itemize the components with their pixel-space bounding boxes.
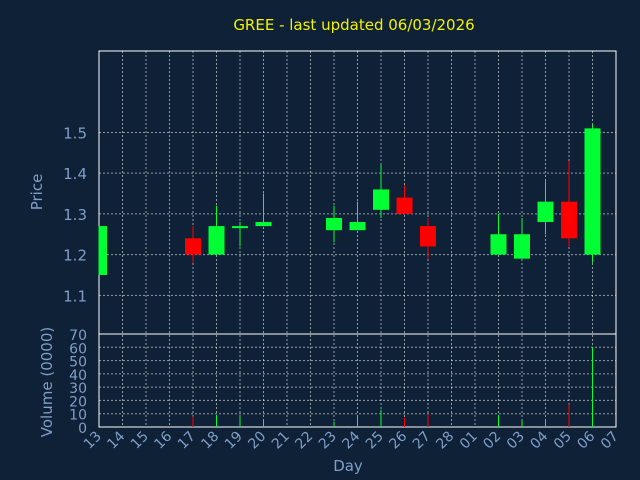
volume-axis-label: Volume (0000) xyxy=(38,327,56,437)
candle-body xyxy=(326,217,342,231)
candle-body xyxy=(232,226,248,229)
candle-body xyxy=(185,238,201,255)
price-tick-label: 1.5 xyxy=(63,124,87,142)
candle-body xyxy=(584,128,601,255)
candles xyxy=(98,124,601,275)
volume-tick-label: 0 xyxy=(78,421,87,437)
volume-tick-label: 50 xyxy=(69,355,87,371)
candle-body xyxy=(514,234,530,259)
candle-body xyxy=(99,226,107,275)
candle-body xyxy=(420,226,436,247)
volume-tick-label: 60 xyxy=(69,341,87,357)
volume-tick-label: 30 xyxy=(69,381,87,397)
volume-tick-label: 10 xyxy=(69,408,87,424)
price-tick-label: 1.4 xyxy=(63,165,87,183)
candle-body xyxy=(396,197,413,214)
volume-bars xyxy=(192,347,593,427)
candle-body xyxy=(537,201,554,223)
candle-body xyxy=(561,201,577,239)
price-tick-label: 1.3 xyxy=(63,206,87,224)
price-axis-label: Price xyxy=(28,174,46,211)
chart-title: GREE - last updated 06/03/2026 xyxy=(233,16,474,34)
x-axis-label: Day xyxy=(333,457,363,475)
volume-tick-label: 20 xyxy=(69,394,87,410)
candle-body xyxy=(373,189,389,210)
volume-tick-label: 70 xyxy=(69,328,87,344)
candle-body xyxy=(255,222,272,227)
candle-body xyxy=(490,234,507,255)
candle-body xyxy=(208,226,225,255)
price-tick-label: 1.1 xyxy=(63,287,87,305)
candle-body xyxy=(349,222,366,231)
volume-tick-label: 40 xyxy=(69,368,87,384)
price-tick-label: 1.2 xyxy=(63,247,87,265)
